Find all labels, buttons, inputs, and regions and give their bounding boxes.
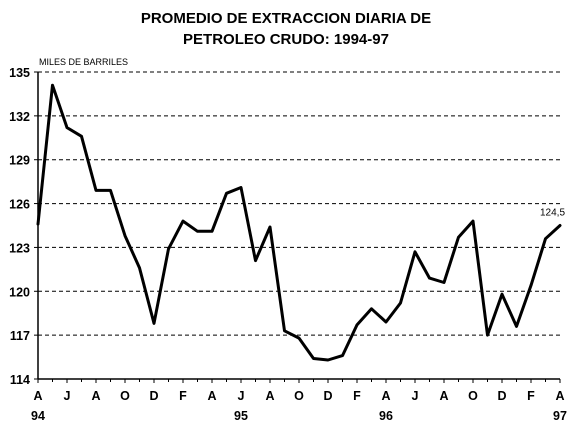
y-tick-label: 114 — [10, 373, 30, 387]
x-tick-label: J — [412, 389, 419, 403]
series-line — [36, 83, 562, 362]
gridlines — [38, 115, 560, 336]
data-point — [370, 307, 373, 311]
series-group — [36, 83, 562, 362]
data-point — [326, 358, 330, 362]
data-point — [138, 266, 141, 270]
x-tick-label: A — [381, 389, 390, 403]
data-point — [457, 235, 460, 239]
last-value-label: 124,5 — [540, 208, 565, 219]
data-point — [399, 301, 402, 305]
x-tick-label: D — [149, 389, 158, 403]
data-point — [384, 320, 388, 324]
x-year-label: 94 — [31, 409, 45, 423]
y-tick-label: 120 — [9, 285, 30, 299]
data-point — [36, 222, 40, 226]
chart-title-line1: PROMEDIO DE EXTRACCION DIARIA DE — [141, 10, 431, 27]
x-tick-label: A — [439, 389, 448, 403]
data-point — [413, 250, 417, 254]
x-tick-label: F — [527, 389, 535, 403]
x-tick-label: A — [33, 389, 42, 403]
y-axis-ticks: 114 117 120 123 126 129 132 135 — [9, 66, 38, 387]
data-point — [428, 276, 431, 280]
y-tick-label: 123 — [9, 241, 30, 255]
data-point — [471, 219, 475, 223]
data-point — [341, 354, 344, 357]
unit-label: MILES DE BARRILES — [39, 57, 128, 67]
data-point — [355, 323, 359, 327]
y-tick-label: 135 — [9, 66, 30, 80]
y-tick-label: 132 — [9, 110, 30, 124]
y-tick-label: 117 — [10, 329, 30, 343]
x-tick-label: O — [468, 389, 478, 403]
x-tick-label: A — [555, 389, 564, 403]
data-point — [80, 135, 83, 138]
data-point — [268, 225, 272, 229]
x-year-label: 97 — [553, 409, 567, 423]
data-point — [239, 186, 243, 189]
x-tick-label: F — [353, 389, 361, 403]
data-point — [167, 247, 170, 251]
chart-title-line2: PETROLEO CRUDO: 1994-97 — [183, 31, 389, 48]
x-tick-label: A — [265, 389, 274, 403]
data-point — [283, 329, 286, 332]
data-point — [181, 219, 185, 223]
data-point — [123, 234, 127, 237]
x-tick-label: J — [64, 389, 71, 403]
x-tick-label: O — [294, 389, 304, 403]
x-tick-label: O — [120, 389, 130, 403]
data-point — [254, 259, 257, 262]
x-tick-label: D — [497, 389, 506, 403]
x-tick-label: A — [207, 389, 216, 403]
data-point — [529, 284, 533, 287]
data-point — [500, 293, 504, 296]
axes — [37, 71, 560, 380]
data-point — [196, 230, 199, 233]
data-point — [486, 333, 489, 337]
data-point — [544, 237, 547, 240]
x-tick-label: J — [238, 389, 245, 403]
data-point — [109, 189, 112, 192]
x-tick-label: F — [179, 389, 187, 403]
data-point — [94, 189, 98, 192]
data-point — [515, 325, 518, 328]
data-point — [297, 336, 301, 340]
x-axis-ticks: A J A O D F A J A O D F A J A O D F A 94 95 96 97 — [31, 379, 567, 423]
data-point — [210, 230, 214, 233]
x-year-label: 95 — [234, 409, 248, 423]
x-tick-label: A — [91, 389, 100, 403]
x-year-label: 96 — [379, 409, 393, 423]
data-point — [225, 192, 228, 195]
data-point — [442, 281, 446, 284]
y-tick-label: 126 — [9, 198, 30, 212]
x-tick-label: D — [323, 389, 332, 403]
data-point — [65, 126, 69, 129]
data-point — [312, 357, 315, 360]
data-point — [51, 83, 54, 87]
data-point — [152, 322, 156, 325]
y-tick-label: 129 — [9, 154, 30, 168]
data-point — [558, 224, 562, 227]
